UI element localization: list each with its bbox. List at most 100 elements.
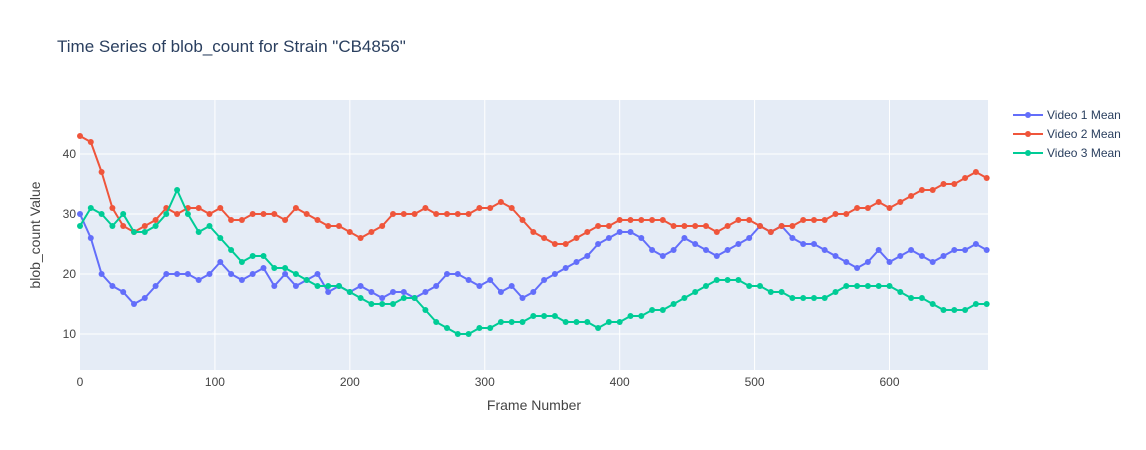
data-point[interactable] bbox=[573, 235, 580, 241]
data-point[interactable] bbox=[854, 205, 861, 211]
data-point[interactable] bbox=[962, 307, 969, 313]
data-point[interactable] bbox=[174, 211, 181, 217]
data-point[interactable] bbox=[87, 235, 94, 241]
data-point[interactable] bbox=[109, 283, 116, 289]
data-point[interactable] bbox=[314, 271, 321, 277]
data-point[interactable] bbox=[120, 289, 127, 295]
data-point[interactable] bbox=[228, 217, 235, 223]
data-point[interactable] bbox=[249, 253, 256, 259]
data-point[interactable] bbox=[325, 223, 332, 229]
data-point[interactable] bbox=[519, 217, 526, 223]
data-point[interactable] bbox=[929, 187, 936, 193]
data-point[interactable] bbox=[109, 223, 116, 229]
data-point[interactable] bbox=[703, 283, 709, 289]
data-point[interactable] bbox=[346, 229, 353, 235]
data-point[interactable] bbox=[854, 283, 861, 289]
data-point[interactable] bbox=[595, 223, 602, 229]
data-point[interactable] bbox=[562, 265, 569, 271]
data-point[interactable] bbox=[303, 211, 310, 217]
data-point[interactable] bbox=[595, 325, 602, 331]
data-point[interactable] bbox=[627, 313, 634, 319]
data-point[interactable] bbox=[541, 277, 548, 283]
data-point[interactable] bbox=[77, 211, 83, 217]
data-point[interactable] bbox=[811, 241, 817, 247]
data-point[interactable] bbox=[843, 283, 850, 289]
data-point[interactable] bbox=[282, 271, 289, 277]
data-point[interactable] bbox=[681, 223, 688, 229]
data-point[interactable] bbox=[454, 271, 461, 277]
data-point[interactable] bbox=[508, 283, 515, 289]
data-point[interactable] bbox=[692, 223, 699, 229]
data-point[interactable] bbox=[703, 223, 709, 229]
data-point[interactable] bbox=[724, 223, 731, 229]
data-point[interactable] bbox=[897, 253, 904, 259]
data-point[interactable] bbox=[627, 217, 634, 223]
data-point[interactable] bbox=[238, 259, 245, 265]
data-point[interactable] bbox=[908, 193, 915, 199]
data-point[interactable] bbox=[864, 259, 871, 265]
data-point[interactable] bbox=[724, 247, 731, 253]
data-point[interactable] bbox=[778, 223, 785, 229]
data-point[interactable] bbox=[433, 283, 440, 289]
data-point[interactable] bbox=[336, 223, 342, 229]
data-point[interactable] bbox=[929, 259, 936, 265]
data-point[interactable] bbox=[735, 217, 742, 223]
data-point[interactable] bbox=[562, 319, 569, 325]
data-point[interactable] bbox=[551, 241, 558, 247]
data-point[interactable] bbox=[109, 205, 116, 211]
data-point[interactable] bbox=[832, 253, 839, 259]
data-point[interactable] bbox=[670, 247, 677, 253]
data-point[interactable] bbox=[379, 223, 386, 229]
data-point[interactable] bbox=[120, 223, 127, 229]
data-point[interactable] bbox=[703, 247, 709, 253]
data-point[interactable] bbox=[659, 253, 666, 259]
data-point[interactable] bbox=[292, 283, 299, 289]
data-point[interactable] bbox=[465, 211, 472, 217]
data-point[interactable] bbox=[228, 247, 235, 253]
data-point[interactable] bbox=[746, 217, 753, 223]
data-point[interactable] bbox=[98, 169, 105, 175]
data-point[interactable] bbox=[476, 283, 483, 289]
data-point[interactable] bbox=[314, 283, 321, 289]
data-point[interactable] bbox=[444, 211, 450, 217]
data-point[interactable] bbox=[875, 283, 882, 289]
data-point[interactable] bbox=[131, 301, 137, 307]
data-point[interactable] bbox=[195, 229, 202, 235]
data-point[interactable] bbox=[951, 247, 958, 253]
data-point[interactable] bbox=[206, 271, 213, 277]
data-point[interactable] bbox=[681, 295, 688, 301]
data-point[interactable] bbox=[908, 247, 915, 253]
data-point[interactable] bbox=[854, 265, 861, 271]
data-point[interactable] bbox=[120, 211, 127, 217]
data-point[interactable] bbox=[390, 289, 396, 295]
data-point[interactable] bbox=[832, 289, 839, 295]
data-point[interactable] bbox=[77, 133, 83, 139]
data-point[interactable] bbox=[238, 277, 245, 283]
data-point[interactable] bbox=[195, 205, 202, 211]
data-point[interactable] bbox=[379, 295, 386, 301]
data-point[interactable] bbox=[141, 223, 148, 229]
data-point[interactable] bbox=[800, 295, 807, 301]
data-point[interactable] bbox=[292, 271, 299, 277]
legend-item[interactable]: Video 2 Mean bbox=[1013, 127, 1121, 141]
data-point[interactable] bbox=[152, 283, 159, 289]
data-point[interactable] bbox=[778, 289, 785, 295]
data-point[interactable] bbox=[843, 211, 850, 217]
data-point[interactable] bbox=[433, 211, 440, 217]
data-point[interactable] bbox=[379, 301, 386, 307]
data-point[interactable] bbox=[638, 217, 645, 223]
data-point[interactable] bbox=[929, 301, 936, 307]
data-point[interactable] bbox=[195, 277, 202, 283]
data-point[interactable] bbox=[713, 277, 720, 283]
data-point[interactable] bbox=[638, 313, 645, 319]
data-point[interactable] bbox=[530, 289, 537, 295]
data-point[interactable] bbox=[487, 325, 494, 331]
data-point[interactable] bbox=[735, 241, 742, 247]
data-point[interactable] bbox=[487, 205, 494, 211]
data-point[interactable] bbox=[951, 307, 958, 313]
data-point[interactable] bbox=[800, 217, 807, 223]
data-point[interactable] bbox=[670, 301, 677, 307]
data-point[interactable] bbox=[217, 235, 224, 241]
data-point[interactable] bbox=[249, 271, 256, 277]
data-point[interactable] bbox=[573, 259, 580, 265]
